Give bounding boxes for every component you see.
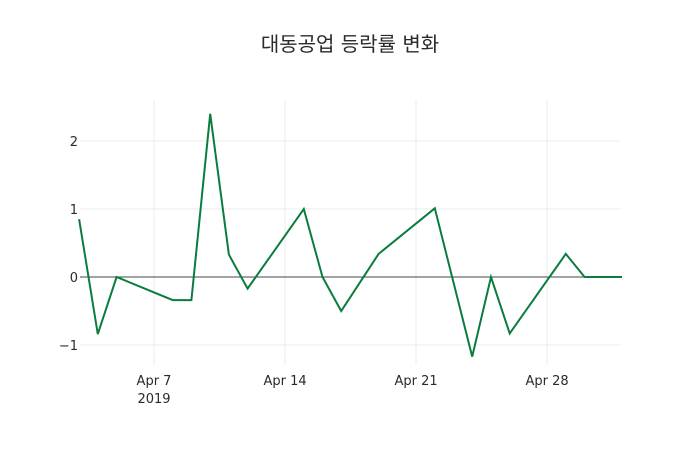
chart-title: 대동공업 등락률 변화	[260, 32, 440, 56]
x-tick-year-label: 2019	[137, 392, 170, 407]
y-gridlines	[80, 140, 620, 346]
data-line	[78, 113, 622, 357]
x-gridlines	[153, 100, 548, 365]
y-tick-label: −1	[59, 339, 78, 354]
y-tick-label: 1	[70, 203, 78, 218]
x-tick-label: Apr 28	[526, 374, 569, 389]
y-tick-label: 0	[70, 271, 78, 286]
y-tick-label: 2	[70, 135, 78, 150]
x-tick-label: Apr 21	[394, 374, 437, 389]
x-tick-label: Apr 14	[263, 374, 306, 389]
x-tick-label: Apr 7	[137, 374, 172, 389]
y-axis-tick-labels: 2 1 0 −1	[59, 135, 78, 354]
x-axis-tick-labels: Apr 7 2019 Apr 14 Apr 21 Apr 28	[137, 374, 569, 407]
